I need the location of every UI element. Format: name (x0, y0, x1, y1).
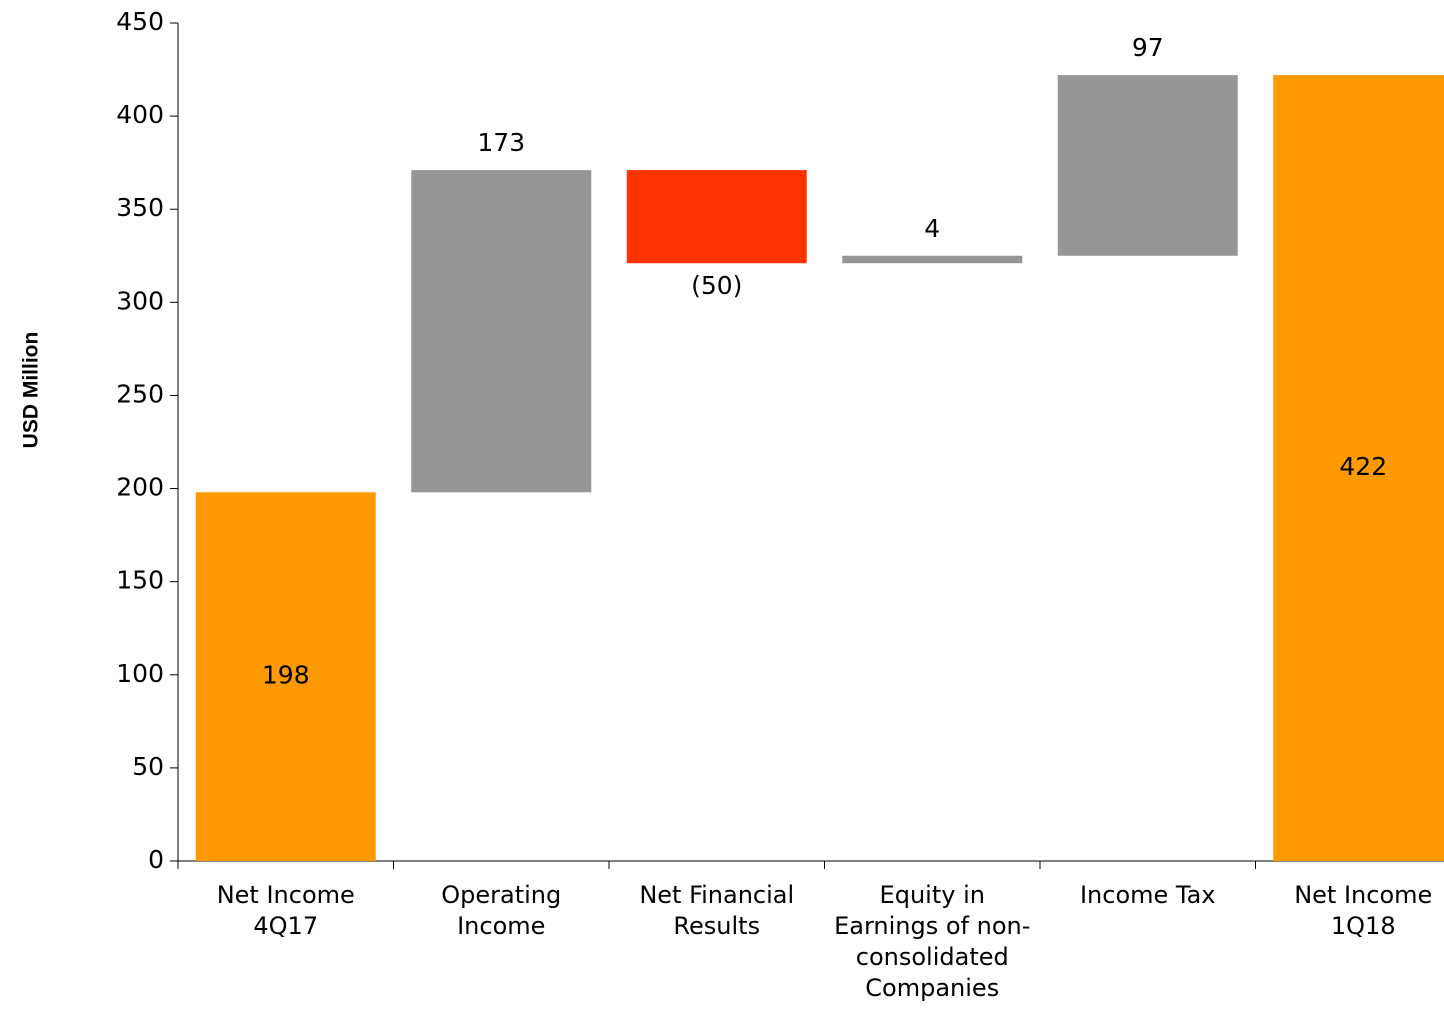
y-tick-label: 100 (116, 659, 164, 688)
x-tick-label: Equity in Earnings of non-consolidated Com… (834, 881, 1030, 1002)
value-label: 173 (477, 128, 525, 157)
bar (195, 492, 376, 861)
bar (842, 255, 1023, 264)
bar (1057, 75, 1238, 256)
x-tick-label: Net Financial Results (639, 881, 794, 940)
bar (1273, 75, 1444, 862)
x-tick-label: Net Income 4Q17 (217, 881, 355, 940)
y-tick-label: 0 (148, 845, 164, 874)
value-label: 422 (1339, 452, 1387, 481)
value-label: (50) (691, 271, 742, 300)
bar (411, 170, 592, 493)
x-tick-label: Income Tax (1080, 881, 1216, 909)
y-tick-label: 450 (116, 7, 164, 36)
y-tick-label: 400 (116, 100, 164, 129)
y-tick-label: 300 (116, 286, 164, 315)
y-tick-label: 250 (116, 379, 164, 408)
bar (626, 170, 807, 264)
value-label: 4 (924, 214, 940, 243)
y-axis-label: USD Million (20, 332, 43, 449)
value-label: 198 (262, 661, 310, 690)
y-tick-label: 150 (116, 566, 164, 595)
y-tick-label: 350 (116, 193, 164, 222)
x-tick-label: Net Income 1Q18 (1294, 881, 1432, 940)
y-tick-label: 50 (132, 752, 164, 781)
y-tick-label: 200 (116, 473, 164, 502)
value-label: 97 (1132, 33, 1164, 62)
x-tick-label: Operating Income (441, 881, 561, 940)
